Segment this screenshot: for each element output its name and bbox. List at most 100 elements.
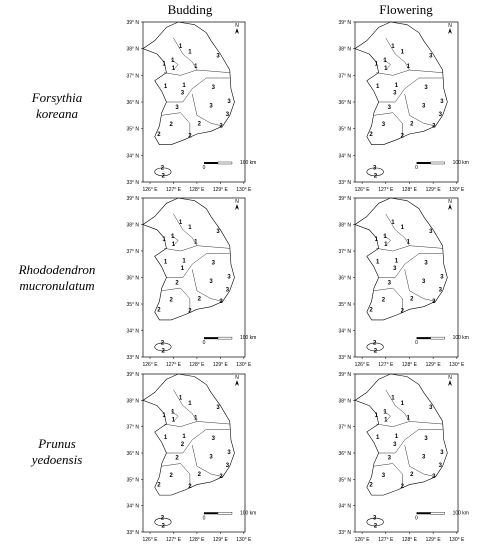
- scale-bar: [217, 336, 233, 340]
- station-code: 1: [188, 49, 192, 55]
- station-code: 2: [219, 123, 223, 129]
- coastline: [354, 373, 448, 496]
- station-code: 1: [384, 66, 388, 72]
- lat-tick-label: 33° N: [126, 355, 139, 361]
- province-border: [192, 93, 223, 127]
- jeju-island: [366, 167, 384, 177]
- station-code: 1: [164, 435, 168, 441]
- province-border: [376, 421, 443, 427]
- scale-label: 0: [415, 515, 418, 521]
- station-code: 1: [182, 83, 186, 89]
- province-border: [161, 112, 191, 137]
- station-code: 2: [401, 309, 405, 315]
- station-code: 3: [422, 103, 426, 109]
- province-border: [171, 234, 179, 246]
- station-code: 1: [179, 44, 183, 50]
- station-code: 3: [209, 279, 213, 285]
- station-code: 1: [188, 401, 192, 407]
- station-code: 1: [395, 259, 399, 265]
- scale-label: 100 km: [240, 160, 256, 166]
- lon-tick-label: 129° E: [213, 362, 229, 368]
- lat-tick-label: 37° N: [338, 73, 351, 79]
- lon-tick-label: 128° E: [189, 362, 205, 368]
- station-code: 1: [182, 434, 186, 440]
- station-code: 1: [391, 396, 395, 402]
- station-code: 2: [369, 307, 373, 313]
- lat-tick-label: 39° N: [126, 196, 139, 202]
- lat-tick-label: 38° N: [338, 223, 351, 229]
- lat-tick-label: 35° N: [126, 127, 139, 133]
- station-code: 1: [171, 58, 175, 64]
- station-code: 2: [157, 483, 161, 489]
- station-code: 3: [226, 287, 230, 293]
- station-code: 1: [383, 58, 387, 64]
- scale-label: 0: [203, 340, 206, 346]
- station-code: 1: [172, 418, 176, 424]
- province-border: [378, 429, 443, 454]
- lat-tick-label: 37° N: [126, 249, 139, 255]
- station-code: 1: [162, 61, 166, 67]
- north-label: N: [448, 199, 452, 205]
- scale-bar: [217, 161, 233, 165]
- lat-tick-label: 37° N: [126, 73, 139, 79]
- station-code: 1: [188, 225, 192, 231]
- column-header: Flowering: [379, 2, 433, 17]
- station-code: 1: [391, 220, 395, 226]
- north-arrow: [448, 380, 452, 386]
- station-code: 3: [209, 103, 213, 109]
- station-code: 2: [175, 280, 179, 286]
- lon-tick-label: 126° E: [142, 537, 158, 543]
- station-code: 3: [439, 112, 443, 118]
- station-code: 2: [374, 523, 378, 529]
- province-border: [161, 463, 191, 488]
- station-code: 3: [209, 454, 213, 460]
- lat-tick-label: 35° N: [338, 302, 351, 308]
- station-code: 2: [369, 483, 373, 489]
- station-code: 3: [424, 260, 428, 266]
- province-border: [171, 410, 179, 422]
- station-code: 1: [171, 234, 175, 240]
- lon-tick-label: 128° E: [402, 187, 418, 193]
- station-code: 1: [395, 83, 399, 89]
- station-code: 2: [161, 348, 165, 354]
- north-label: N: [448, 375, 452, 381]
- province-border: [161, 287, 191, 312]
- lat-tick-label: 35° N: [126, 477, 139, 483]
- lon-tick-label: 128° E: [189, 537, 205, 543]
- station-code: 2: [181, 442, 185, 448]
- north-arrow: [235, 28, 239, 34]
- station-code: 3: [439, 287, 443, 293]
- province-border: [166, 253, 230, 278]
- lat-tick-label: 33° N: [126, 180, 139, 186]
- coastline: [354, 197, 448, 321]
- station-code: 2: [410, 472, 414, 478]
- lat-tick-label: 36° N: [338, 276, 351, 282]
- lat-tick-label: 38° N: [338, 47, 351, 53]
- province-border: [166, 77, 230, 103]
- province-border: [192, 269, 223, 302]
- station-code: 2: [410, 121, 414, 127]
- lat-tick-label: 38° N: [338, 398, 351, 404]
- station-code: 3: [432, 474, 436, 480]
- station-code: 2: [432, 123, 436, 129]
- lat-tick-label: 38° N: [126, 47, 139, 53]
- north-arrow: [448, 204, 452, 210]
- lon-tick-label: 130° E: [236, 537, 252, 543]
- lon-tick-label: 127° E: [378, 537, 394, 543]
- province-border: [373, 112, 403, 137]
- province-border: [378, 253, 443, 278]
- province-border: [378, 77, 443, 103]
- station-code: 3: [382, 473, 386, 479]
- station-code: 1: [407, 64, 411, 70]
- lon-tick-label: 129° E: [426, 537, 442, 543]
- station-code: 2: [157, 132, 161, 138]
- lon-tick-label: 127° E: [378, 362, 394, 368]
- row-label-line: yedoensis: [30, 452, 83, 467]
- station-code: 3: [422, 454, 426, 460]
- jeju-island: [366, 517, 384, 527]
- row-label: Rhododendron mucronulatum: [18, 262, 96, 293]
- lon-tick-label: 128° E: [189, 187, 205, 193]
- province-border: [166, 429, 230, 454]
- province-border: [373, 287, 403, 312]
- province-border: [171, 59, 179, 71]
